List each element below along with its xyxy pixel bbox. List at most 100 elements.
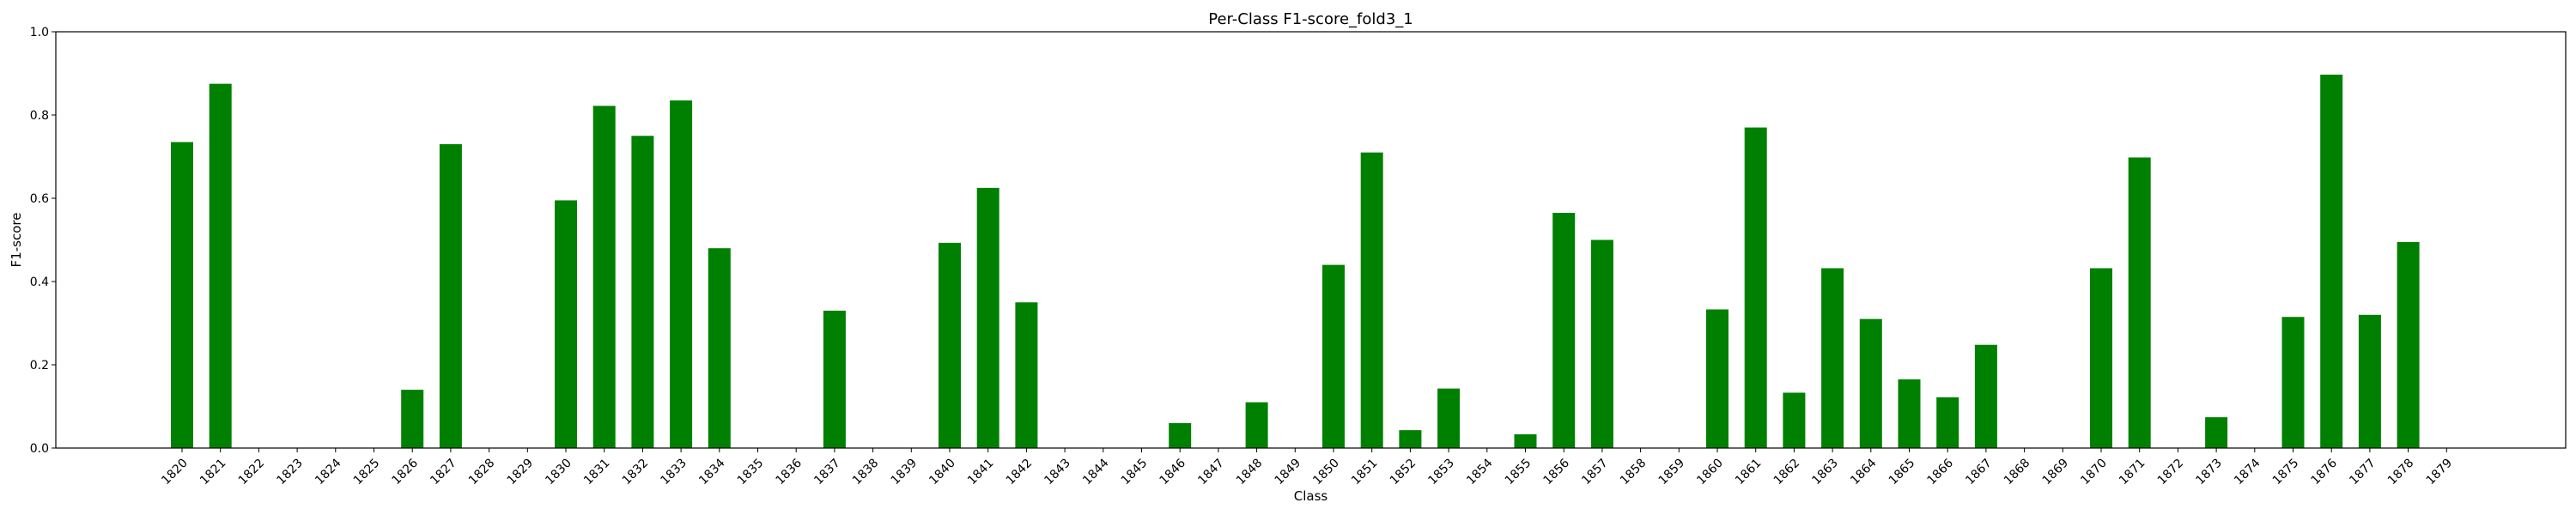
bar-1862 [1783,392,1806,448]
bar-1841 [976,187,999,448]
bar-1856 [1552,212,1576,448]
x-tick-label: 1824 [313,456,344,488]
bar-1853 [1437,388,1461,448]
bar-1852 [1399,430,1422,448]
bar-1846 [1169,422,1192,448]
x-tick-label: 1832 [620,457,652,488]
x-tick-label: 1856 [1541,456,1573,488]
x-tick-label: 1869 [2040,457,2072,488]
x-tick-label: 1853 [1425,457,1457,488]
x-tick-label: 1847 [1195,457,1227,488]
x-tick-label: 1836 [774,456,805,488]
x-tick-label: 1848 [1234,457,1266,488]
x-tick-label: 1857 [1579,457,1611,488]
x-tick-label: 1873 [2193,457,2225,488]
bar-1878 [2397,241,2420,448]
bar-1840 [939,242,961,448]
x-tick-label: 1843 [1042,457,1073,488]
x-tick-label: 1845 [1119,457,1151,488]
x-tick-label: 1870 [2078,457,2110,488]
bar-1870 [2090,268,2112,448]
x-tick-label: 1862 [1771,457,1803,488]
x-tick-label: 1835 [735,457,767,488]
x-tick-label: 1829 [505,457,537,488]
x-tick-label: 1858 [1618,457,1649,488]
x-axis-ticks: 1820 1821 1822 1823 1824 1825 1826 1827 1828 1829… [159,448,2455,488]
bar-1864 [1859,318,1882,448]
x-tick-label: 1879 [2424,457,2456,488]
bar-1861 [1744,127,1767,449]
x-tick-label: 1841 [965,457,997,488]
bar-1863 [1821,268,1844,448]
x-tick-label: 1867 [1963,457,1995,488]
bar-1831 [592,106,616,448]
bar-1820 [171,142,193,448]
y-axis-ticks: 0.0 0.2 0.4 0.6 0.8 1.0 [30,26,56,456]
x-tick-label: 1821 [197,457,229,488]
x-tick-label: 1877 [2347,457,2379,488]
chart-title: Per-Class F1-score_fold3_1 [1208,10,1413,28]
y-tick-label: 1.0 [30,26,49,39]
x-tick-label: 1865 [1886,457,1918,488]
bar-1826 [401,390,424,448]
x-tick-label: 1852 [1388,457,1419,488]
y-axis-title: F1-score [9,213,24,268]
bar-1842 [1015,302,1038,448]
bar-1821 [209,83,232,448]
x-tick-label: 1863 [1809,457,1841,488]
bar-1830 [555,200,577,449]
x-tick-label: 1871 [2117,457,2148,488]
x-tick-label: 1854 [1464,456,1496,488]
x-tick-label: 1833 [658,457,690,488]
bar-1832 [631,136,654,448]
bar-1865 [1898,379,1921,448]
x-axis-title: Class [1294,488,1328,504]
x-tick-label: 1837 [811,457,843,488]
x-tick-label: 1860 [1694,457,1726,488]
x-tick-label: 1859 [1656,457,1688,488]
x-tick-label: 1876 [2309,456,2341,488]
bar-1871 [2128,157,2151,448]
bar-1850 [1322,264,1345,448]
x-tick-label: 1846 [1157,456,1189,488]
bar-1837 [823,310,846,448]
x-tick-label: 1849 [1273,457,1304,488]
bar-1860 [1706,309,1728,448]
x-tick-label: 1844 [1080,456,1112,488]
x-tick-label: 1822 [236,457,268,488]
x-tick-label: 1826 [390,456,422,488]
y-tick-label: 0.8 [30,109,49,123]
bar-1848 [1245,402,1268,448]
bar-1851 [1360,152,1383,448]
x-tick-label: 1827 [428,457,459,488]
y-tick-label: 0.0 [30,442,49,456]
bar-1855 [1514,433,1537,448]
x-tick-label: 1855 [1503,457,1534,488]
x-tick-label: 1831 [581,457,613,488]
y-tick-label: 0.6 [30,192,49,206]
x-tick-label: 1875 [2270,457,2302,488]
x-tick-label: 1830 [543,457,574,488]
plot-frame [55,31,2567,449]
x-tick-label: 1868 [2002,457,2033,488]
x-tick-label: 1842 [1004,457,1036,488]
bar-1873 [2205,417,2228,448]
bar-1866 [1936,397,1959,448]
x-tick-label: 1825 [351,457,383,488]
bar-1875 [2281,317,2305,448]
x-tick-label: 1840 [927,457,958,488]
x-tick-label: 1874 [2232,456,2263,488]
x-tick-label: 1872 [2155,457,2187,488]
x-tick-label: 1878 [2385,457,2417,488]
y-tick-label: 0.4 [30,276,49,289]
bar-1877 [2358,314,2381,448]
bar-1834 [708,248,731,448]
x-tick-label: 1839 [889,457,920,488]
bar-1827 [439,143,462,448]
y-tick-label: 0.2 [30,359,49,373]
bar-1876 [2320,74,2343,448]
x-tick-label: 1850 [1310,457,1342,488]
x-tick-label: 1820 [159,457,191,488]
